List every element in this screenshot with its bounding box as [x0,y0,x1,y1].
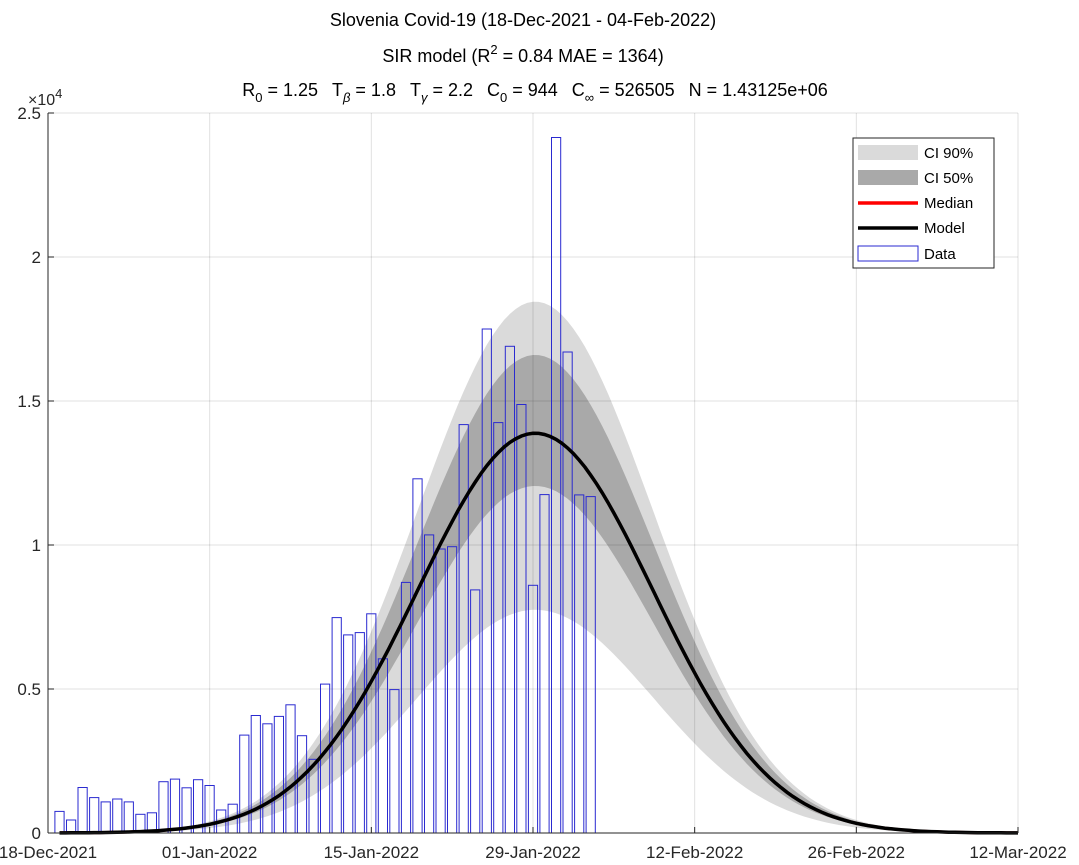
title-block: Slovenia Covid-19 (18-Dec-2021 - 04-Feb-… [242,10,828,105]
subtitle-pre: SIR model (R [382,46,490,66]
data-bar [273,715,284,834]
x-tick-label: 18-Dec-2021 [0,843,97,862]
data-bar [66,819,77,834]
data-bar [112,798,123,834]
legend-ci90-swatch [858,145,918,160]
data-bar [158,781,169,834]
ci90-band [48,301,1018,833]
x-tick-label: 12-Feb-2022 [646,843,743,862]
x-tick-label: 12-Mar-2022 [969,843,1066,862]
data-bar [77,787,88,834]
legend-ci50-swatch [858,170,918,185]
legend: CI 90% CI 50% Median Model Data [852,137,995,269]
param-tgamma-value: = 2.2 [427,80,473,100]
param-tgamma-sub: γ [421,90,429,105]
data-bar [123,801,134,834]
param-tbeta-sub: β [342,90,351,105]
param-c0-sub: 0 [500,90,507,105]
param-r0-value: = 1.25 [262,80,318,100]
x-tick-label: 15-Jan-2022 [324,843,419,862]
param-cinf-sub: ∞ [585,90,594,105]
param-n-value: N = 1.43125e+06 [689,80,828,100]
data-bar [89,797,100,834]
legend-ci50-label: CI 50% [924,170,973,187]
legend-ci90-label: CI 90% [924,145,973,162]
legend-data-swatch [857,245,919,262]
ci50-band [48,355,1018,833]
model-line [59,431,1018,835]
param-tgamma-base: T [410,80,421,100]
legend-median-label: Median [924,195,973,212]
param-cinf-base: C [572,80,585,100]
subtitle-post: = 0.84 MAE = 1364) [498,46,664,66]
y-tick-label: 1 [32,536,41,555]
y-tick-label: 2 [32,248,41,267]
y-tick-label: 1.5 [17,392,41,411]
legend-model-label: Model [924,220,965,237]
param-cinf-value: = 526505 [594,80,675,100]
plot-area: 0 0.5 1 1.5 2 2.5 18-Dec-2021 01-Jan-2022 15-Jan… [0,86,1067,862]
y-tick-label: 0.5 [17,680,41,699]
param-c0-value: = 944 [507,80,558,100]
x-tick-label: 01-Jan-2022 [162,843,257,862]
param-r0-sub: 0 [255,90,262,105]
param-tbeta-value: = 1.8 [350,80,396,100]
data-bar [54,810,65,834]
x-tick-label: 29-Jan-2022 [485,843,580,862]
chart-title: Slovenia Covid-19 (18-Dec-2021 - 04-Feb-… [330,10,716,30]
subtitle-sup: 2 [490,42,497,57]
y-tick-label: 0 [32,824,41,843]
data-bar [100,801,111,834]
data-bar [169,778,181,834]
legend-data-label: Data [924,246,956,263]
x-tick-label: 26-Feb-2022 [808,843,905,862]
chart-parameters: R0 = 1.25 Tβ = 1.8 Tγ = 2.2 C0 = 944 C∞ = 52… [242,80,828,105]
param-c0-base: C [487,80,500,100]
param-tbeta-base: T [332,80,343,100]
y-exponent-label: ×104 [28,86,62,109]
param-r0-base: R [242,80,255,100]
y-tick-label: 2.5 [17,104,41,123]
chart-subtitle: SIR model (R2 = 0.84 MAE = 1364) [382,42,663,66]
